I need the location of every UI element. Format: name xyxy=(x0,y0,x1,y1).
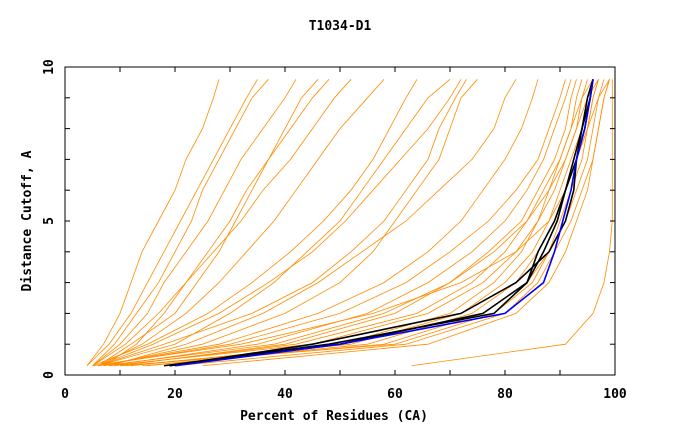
series-line-3 xyxy=(86,79,220,367)
y-axis-label: Distance Cutoff, A xyxy=(20,150,35,291)
series-line-15 xyxy=(108,79,572,367)
x-axis-label: Percent of Residues (CA) xyxy=(240,409,428,424)
series-line-9 xyxy=(97,79,467,367)
y-tick-label: 5 xyxy=(42,217,57,225)
series-line-32 xyxy=(169,79,594,367)
x-tick-label: 100 xyxy=(603,387,627,402)
series-line-28 xyxy=(141,79,599,367)
series-line-22 xyxy=(103,79,599,367)
series-line-20 xyxy=(108,79,594,367)
series-line-10 xyxy=(103,79,478,367)
series-line-13 xyxy=(108,79,517,367)
series-line-0 xyxy=(86,79,258,367)
x-tick-label: 0 xyxy=(61,387,69,402)
series-line-8 xyxy=(97,79,451,367)
series-line-4 xyxy=(97,79,385,367)
series-line-7 xyxy=(92,79,352,367)
series-line-2 xyxy=(97,79,319,367)
series-line-33 xyxy=(174,79,594,367)
x-tick-label: 80 xyxy=(497,387,513,402)
series-line-25 xyxy=(125,79,594,367)
series-group xyxy=(86,79,613,367)
x-tick-label: 60 xyxy=(387,387,403,402)
series-line-11 xyxy=(92,79,418,367)
chart-title: T1034-D1 xyxy=(309,19,372,34)
y-tick-label: 10 xyxy=(42,59,57,75)
series-line-17 xyxy=(97,79,566,367)
series-line-27 xyxy=(202,79,610,367)
series-line-12 xyxy=(97,79,462,367)
series-line-14 xyxy=(97,79,539,367)
x-tick-label: 40 xyxy=(277,387,293,402)
series-line-16 xyxy=(119,79,577,367)
x-tick-label: 20 xyxy=(167,387,183,402)
series-line-24 xyxy=(114,79,583,367)
series-line-1 xyxy=(92,79,297,367)
series-line-19 xyxy=(147,79,599,367)
series-line-5 xyxy=(92,79,269,367)
ticks: 0 20 40 60 80 100 0 5 10 xyxy=(42,59,627,402)
y-tick-label: 0 xyxy=(42,371,57,379)
series-line-6 xyxy=(103,79,330,367)
